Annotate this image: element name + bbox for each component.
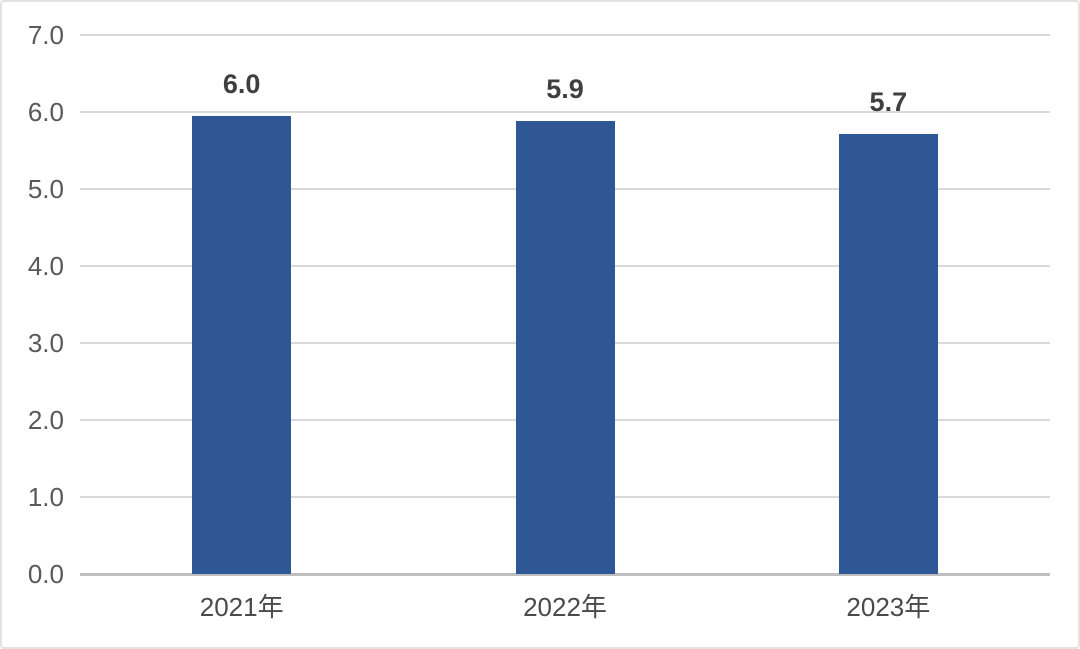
x-axis-category-label: 2022年 xyxy=(523,592,607,622)
y-axis-tick-label: 2.0 xyxy=(27,405,64,435)
y-axis-tick-label: 0.0 xyxy=(27,559,64,589)
x-axis-line xyxy=(80,573,1050,576)
y-axis-tick-label: 3.0 xyxy=(27,328,64,358)
bar xyxy=(838,133,938,574)
y-axis-tick-label: 6.0 xyxy=(27,97,64,127)
gridline xyxy=(80,34,1050,36)
bar-value-label: 5.9 xyxy=(546,74,584,105)
bar-value-label: 6.0 xyxy=(222,68,261,99)
y-axis-tick-label: 1.0 xyxy=(27,482,64,512)
bar-value-label: 5.7 xyxy=(869,86,908,117)
y-axis-tick-label: 5.0 xyxy=(27,174,64,204)
bar xyxy=(515,121,615,574)
y-axis-tick-label: 4.0 xyxy=(27,251,64,281)
y-axis-tick-label: 7.0 xyxy=(27,20,64,50)
bar xyxy=(192,115,292,574)
x-axis-category-label: 2023年 xyxy=(846,592,931,622)
x-axis-category-label: 2021年 xyxy=(199,592,284,622)
gridline xyxy=(80,111,1050,113)
